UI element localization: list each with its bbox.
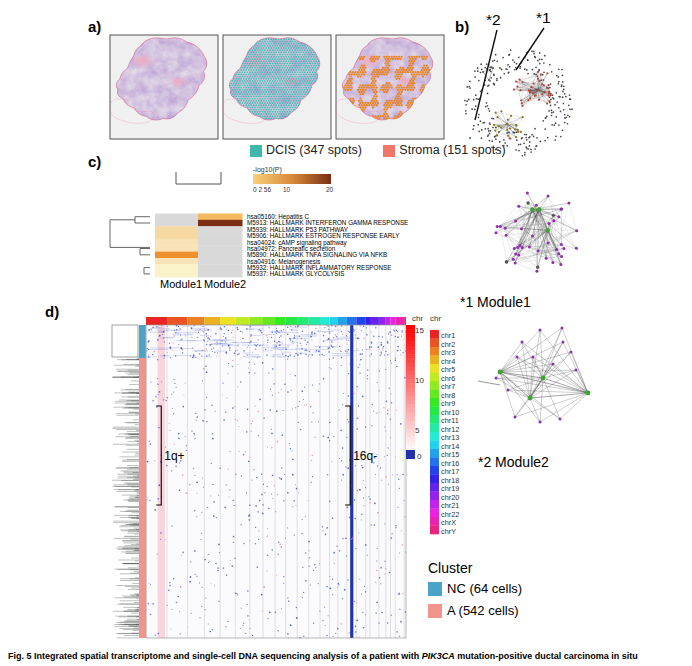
svg-text:*2 Module2: *2 Module2 [478, 454, 549, 470]
svg-text:*1 Module1: *1 Module1 [460, 294, 531, 310]
